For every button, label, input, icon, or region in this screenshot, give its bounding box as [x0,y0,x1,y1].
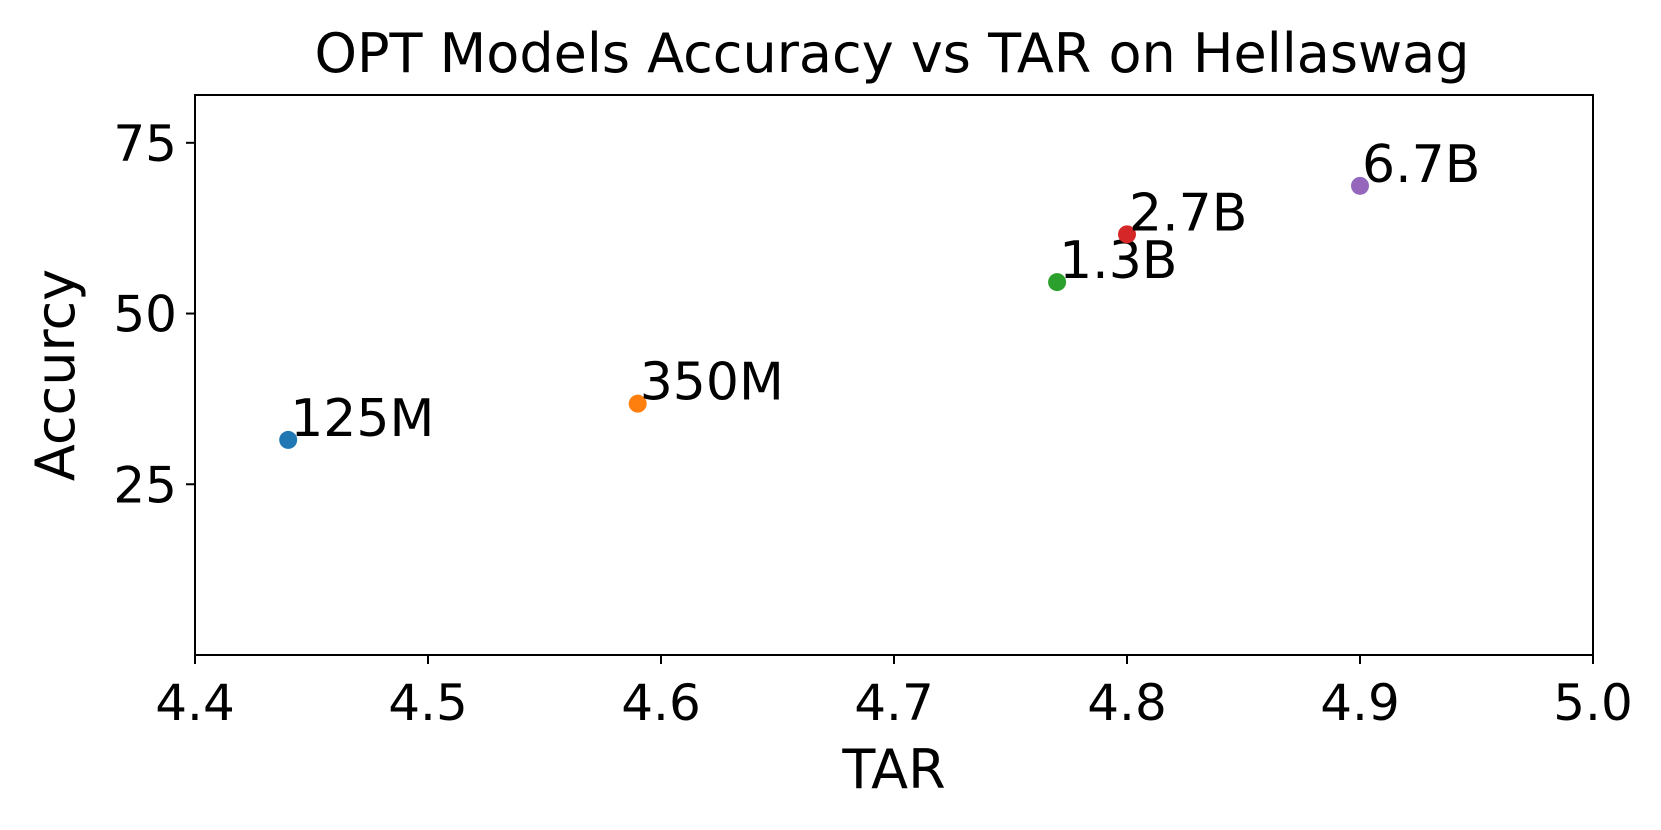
point-label: 1.3B [1059,231,1177,291]
x-tick-label: 5.0 [1553,674,1633,732]
y-tick-label: 75 [113,115,177,173]
data-point [279,430,298,449]
y-tick-label: 25 [113,456,177,514]
y-axis-label: Accurcy [24,269,87,481]
point-label: 2.7B [1129,183,1247,243]
data-point [1351,176,1369,195]
x-tick-label: 4.7 [854,674,934,732]
x-tick-label: 4.5 [388,674,468,732]
x-tick-label: 4.4 [155,674,235,732]
chart-title: OPT Models Accuracy vs TAR on Hellaswag [314,22,1469,85]
x-axis: 4.4 4.5 4.6 4.7 4.8 4.9 5.0 [155,655,1633,732]
data-point [1118,225,1136,244]
x-tick-label: 4.8 [1087,674,1167,732]
y-tick-label: 50 [113,286,177,344]
x-axis-label: TAR [841,738,945,801]
point-label: 6.7B [1362,135,1480,195]
data-point [1048,273,1067,292]
point-label: 125M [290,389,434,449]
y-axis: 25 50 75 [113,115,195,514]
x-tick-label: 4.9 [1320,674,1400,732]
data-point [628,394,647,413]
data-points: 125M 350M 1.3B2.7B 6.7B [279,135,1480,449]
point-label: 350M [640,353,784,413]
x-tick-label: 4.6 [621,674,701,732]
